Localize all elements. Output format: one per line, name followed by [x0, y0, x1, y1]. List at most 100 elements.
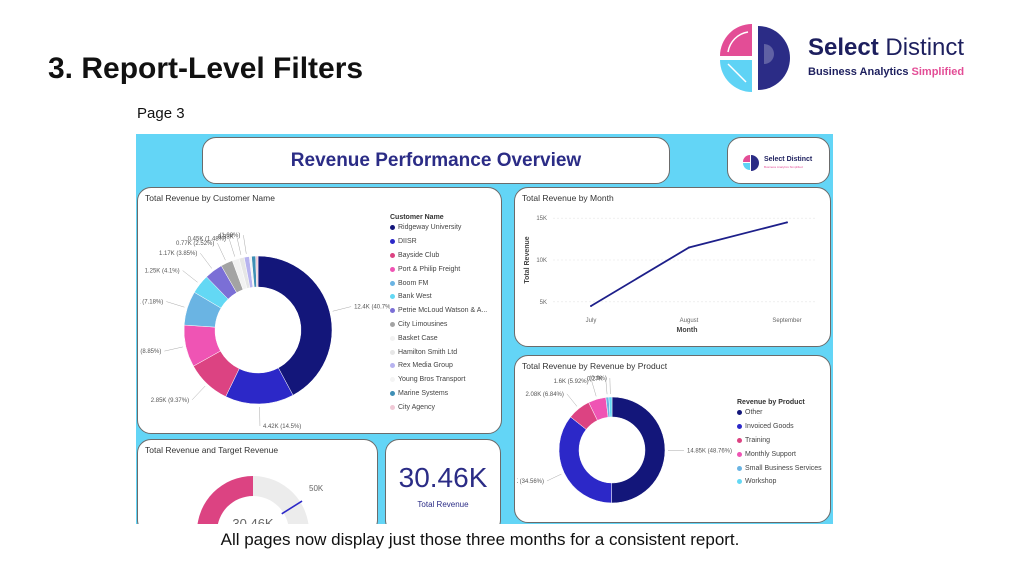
customer-legend-label: Hamilton Smith Ltd — [398, 348, 458, 356]
y-tick-label: 5K — [540, 300, 547, 306]
customer-slice[interactable] — [257, 255, 333, 396]
y-axis-label: Total Revenue — [524, 236, 531, 283]
customer-legend-item[interactable]: City Agency — [390, 400, 487, 414]
month-line-chart[interactable]: 5K 10K 15K July August September Month Total Re… — [515, 204, 830, 344]
legend-dot-icon — [737, 424, 742, 430]
product-legend-item[interactable]: Invoiced Goods — [737, 420, 822, 434]
customer-legend-label: Bank West — [398, 293, 432, 301]
brand-tagline: Business Analytics Simplified — [808, 66, 965, 78]
customer-legend-item[interactable]: Basket Case — [390, 331, 487, 345]
customer-legend-item[interactable]: Boom FM — [390, 276, 487, 290]
customer-slice[interactable] — [255, 255, 259, 288]
legend-dot-icon — [737, 451, 742, 457]
x-tick-label: July — [586, 318, 597, 324]
customer-legend-label: Petrie McLoud Watson & A... — [398, 307, 488, 315]
product-data-label: 0.27K — [587, 376, 603, 382]
product-legend-item[interactable]: Training — [737, 434, 822, 448]
product-donut-chart[interactable]: 14.85K (48.76%) 10.53K (34.56%) 2.08K (6.8… — [517, 370, 732, 520]
kpi-label: Total Revenue — [417, 500, 469, 509]
product-chart-title: Total Revenue by Revenue by Product — [522, 361, 668, 371]
legend-dot-icon — [737, 410, 742, 416]
customer-legend-item[interactable]: Marine Systems — [390, 387, 487, 401]
product-slice[interactable] — [611, 396, 666, 504]
slide-caption: All pages now display just those three m… — [220, 530, 740, 549]
legend-dot-icon — [390, 390, 395, 396]
customer-legend-item[interactable]: Hamilton Smith Ltd — [390, 345, 487, 359]
legend-dot-icon — [390, 294, 395, 300]
line-point[interactable] — [688, 246, 690, 249]
legend-dot-icon — [737, 437, 742, 443]
customer-data-label: 4.42K (14.5%) — [263, 424, 301, 430]
line-point[interactable] — [786, 221, 788, 224]
page-label: Page 3 — [137, 105, 185, 122]
legend-dot-icon — [737, 479, 742, 485]
product-legend-label: Other — [745, 409, 763, 417]
legend-dot-icon — [390, 225, 395, 231]
product-legend-item[interactable]: Other — [737, 406, 822, 420]
product-legend-label: Monthly Support — [745, 450, 796, 458]
gauge-target-label: 50K — [309, 484, 324, 493]
product-legend-label: Training — [745, 436, 771, 444]
gauge-chart-title: Total Revenue and Target Revenue — [145, 445, 279, 455]
product-data-label: 14.85K (48.76%) — [687, 448, 732, 454]
customer-legend-label: Young Bros Transport — [398, 376, 466, 384]
customer-legend-label: Rex Media Group — [398, 362, 453, 370]
y-tick-label: 10K — [536, 258, 547, 264]
customer-legend: Customer Name Ridgeway University DIISR Ba… — [390, 214, 487, 414]
report-logo-icon — [743, 155, 759, 171]
gauge-fill[interactable] — [197, 476, 253, 524]
customer-legend-label: City Limousines — [398, 320, 448, 328]
legend-dot-icon — [390, 335, 395, 341]
total-revenue-kpi-card[interactable]: 30.46K Total Revenue — [385, 439, 501, 524]
customer-legend-label: Basket Case — [398, 334, 438, 342]
customer-legend-label: DIISR — [398, 238, 417, 246]
product-slice[interactable] — [558, 416, 612, 504]
customer-chart-title: Total Revenue by Customer Name — [145, 193, 275, 203]
product-legend-item[interactable]: Workshop — [737, 475, 822, 489]
product-legend-item[interactable]: Monthly Support — [737, 447, 822, 461]
product-legend-label: Invoiced Goods — [745, 423, 794, 431]
legend-dot-icon — [737, 465, 742, 471]
product-revenue-card[interactable]: Total Revenue by Revenue by Product 14.8… — [514, 355, 831, 523]
line-point[interactable] — [590, 305, 592, 307]
legend-dot-icon — [390, 280, 395, 286]
customer-legend-item[interactable]: Ridgeway University — [390, 221, 487, 235]
customer-legend-item[interactable]: Port & Philip Freight — [390, 262, 487, 276]
customer-legend-item[interactable]: Petrie McLoud Watson & A... — [390, 304, 487, 318]
report-title: Revenue Performance Overview — [290, 150, 582, 171]
customer-legend-item[interactable]: Young Bros Transport — [390, 373, 487, 387]
customer-legend-item[interactable]: City Limousines — [390, 318, 487, 332]
customer-legend-item[interactable]: Bank West — [390, 290, 487, 304]
legend-dot-icon — [390, 308, 395, 314]
x-tick-label: September — [772, 318, 801, 324]
customer-legend-item[interactable]: Rex Media Group — [390, 359, 487, 373]
month-chart-title: Total Revenue by Month — [522, 193, 614, 203]
y-tick-label: 15K — [536, 216, 547, 222]
customer-data-label: 0.45K (1.48%) — [188, 236, 226, 242]
target-revenue-card[interactable]: Total Revenue and Target Revenue 30.46K 0… — [137, 439, 378, 524]
product-legend-label: Workshop — [745, 478, 777, 486]
slide-title: 3. Report-Level Filters — [48, 52, 364, 85]
legend-dot-icon — [390, 239, 395, 245]
customer-data-label: 2.7K (8.85%) — [140, 349, 161, 355]
customer-legend-item[interactable]: Bayside Club — [390, 249, 487, 263]
product-legend-item[interactable]: Small Business Services — [737, 461, 822, 475]
product-legend: Revenue by Product Other Invoiced Goods Tr… — [737, 399, 822, 489]
product-legend-title: Revenue by Product — [737, 399, 805, 406]
customer-legend-item[interactable]: DIISR — [390, 235, 487, 249]
customer-revenue-card[interactable]: Total Revenue by Customer Name 12.4K (40… — [137, 187, 502, 434]
legend-dot-icon — [390, 321, 395, 327]
legend-dot-icon — [390, 363, 395, 369]
x-tick-label: August — [680, 318, 699, 324]
kpi-value: 30.46K — [398, 462, 488, 493]
customer-legend-label: Bayside Club — [398, 251, 440, 259]
product-slice[interactable] — [608, 396, 613, 418]
report-logo-text: Select Distinct — [764, 156, 813, 163]
legend-dot-icon — [390, 404, 395, 410]
revenue-line[interactable] — [590, 221, 788, 307]
customer-donut-chart[interactable]: 12.4K (40.7%) 4.42K (14.5%) 2.85K (9.37%) 2… — [140, 204, 390, 434]
month-revenue-card[interactable]: Total Revenue by Month 5K 10K 15K July Augus… — [514, 187, 831, 347]
report-canvas: Revenue Performance Overview Select Dist… — [136, 134, 833, 524]
customer-data-label: 1.17K (3.85%) — [159, 251, 197, 257]
